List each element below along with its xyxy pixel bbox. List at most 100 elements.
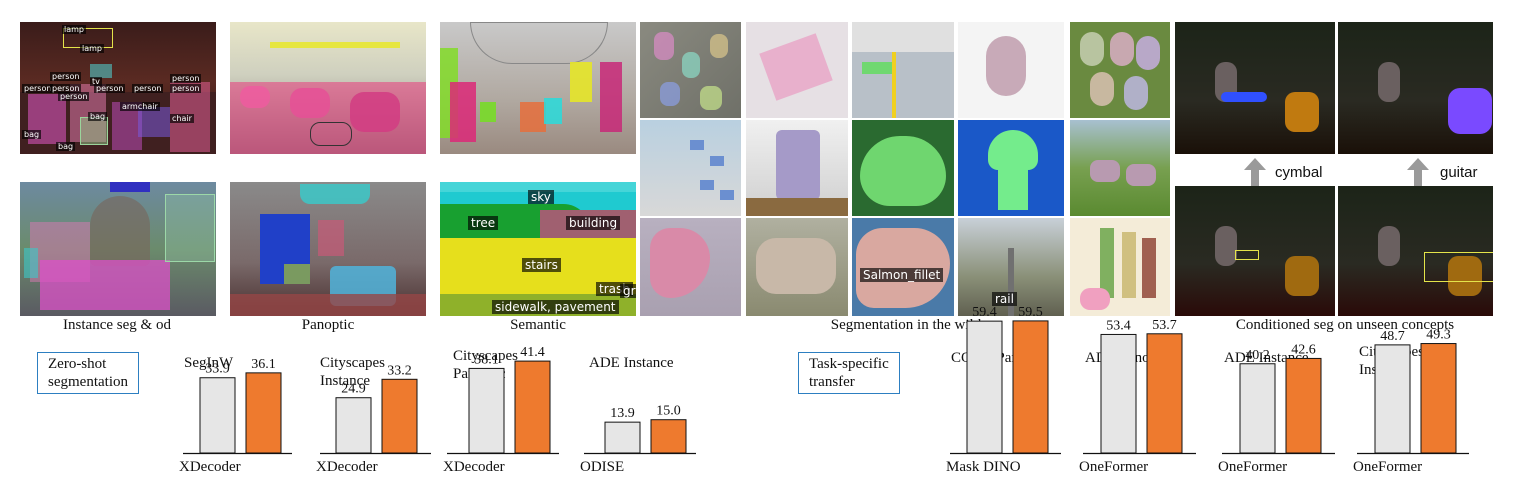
bar-value-label: 42.6	[1291, 342, 1316, 357]
tag-bag: bag	[22, 130, 42, 139]
tag-armchair: armchair	[120, 102, 160, 111]
bar-value-label: 53.4	[1106, 318, 1131, 333]
tag-rail: rail	[992, 292, 1017, 306]
wild-image-4	[746, 22, 848, 118]
bar-baseline-label: OneFormer	[1218, 459, 1287, 475]
bar-ours	[1012, 320, 1049, 454]
bar-baseline	[604, 421, 641, 454]
wild-image-11	[958, 120, 1064, 216]
bar-baseline-label: XDecoder	[316, 459, 378, 475]
wild-image-1	[640, 22, 741, 118]
tag-person: person	[170, 74, 202, 83]
bar-ours	[245, 372, 282, 454]
bar-baseline	[199, 377, 236, 454]
tag-person: person	[50, 72, 82, 81]
bar-baseline-label: XDecoder	[179, 459, 241, 475]
wild-image-9: Salmon_fillet	[852, 218, 954, 316]
bar-baseline-label: ODISE	[580, 459, 624, 475]
tag-sidewalk: sidewalk, pavement	[492, 300, 619, 314]
conditioned-image-top-left	[1175, 22, 1335, 154]
zero-shot-label: Zero-shot segmentation	[37, 352, 139, 394]
bar-value-label: 41.4	[520, 345, 545, 360]
bar-value-label: 24.9	[341, 382, 366, 397]
tag-bag: bag	[88, 112, 108, 121]
bar-value-label: 53.7	[1152, 318, 1177, 333]
bar-chart-title: Cityscapes	[320, 355, 385, 371]
bar-baseline	[468, 367, 505, 454]
bar-value-label: 48.7	[1380, 329, 1405, 344]
bar-value-label: 15.0	[656, 404, 681, 419]
bar-value-label: 40.2	[1245, 348, 1270, 363]
bar-ours	[514, 360, 551, 454]
instance-seg-image-top: lamp lamp person person person person pe…	[20, 22, 216, 154]
tag-lamp: lamp	[80, 44, 104, 53]
tag-person: person	[170, 84, 202, 93]
caption-semantic: Semantic	[510, 317, 566, 333]
bar-baseline	[1239, 363, 1276, 454]
bar-baseline-label: XDecoder	[443, 459, 505, 475]
up-arrow-icon	[1407, 158, 1429, 186]
tag-tv: tv	[90, 77, 102, 86]
tag-chair: chair	[170, 114, 194, 123]
tag-stairs: stairs	[522, 258, 561, 272]
bar-ours	[1420, 343, 1457, 454]
bar-value-label: 33.9	[205, 362, 230, 377]
caption-instance: Instance seg & od	[63, 317, 171, 333]
bar-baseline-label: OneFormer	[1353, 459, 1422, 475]
concept-label-guitar: guitar	[1440, 164, 1478, 181]
up-arrow-icon	[1244, 158, 1266, 186]
bar-chart-title: ADE Instance	[589, 355, 674, 371]
task-specific-label: Task-specific transfer	[798, 352, 900, 394]
wild-image-5	[746, 120, 848, 216]
wild-image-14	[1070, 120, 1170, 216]
bar-chart-title: SegInW	[184, 355, 234, 371]
wild-image-8	[852, 120, 954, 216]
bar-baseline	[966, 320, 1003, 454]
tag-person: person	[58, 92, 90, 101]
conditioned-image-bottom-right	[1338, 186, 1493, 316]
conditioned-image-top-right	[1338, 22, 1493, 154]
wild-image-6	[746, 218, 848, 316]
bar-chart-title: Cityscapes	[453, 348, 518, 364]
wild-image-2	[640, 120, 741, 216]
concept-label-cymbal: cymbal	[1275, 164, 1323, 181]
bar-ours	[1146, 333, 1183, 454]
semantic-image-bottom: sky tree building stairs trash gra sidew…	[440, 182, 636, 316]
instance-seg-image-bottom	[20, 182, 216, 316]
caption-wild: Segmentation in the wild	[830, 317, 982, 333]
tag-tree: tree	[468, 216, 499, 230]
panoptic-image-bottom	[230, 182, 426, 316]
bar-value-label: 59.5	[1018, 305, 1043, 320]
tag-person: person	[22, 84, 54, 93]
bar-ours	[1285, 357, 1322, 454]
bar-chart-title: Instance	[320, 373, 370, 389]
wild-image-10	[958, 22, 1064, 118]
bar-baseline-label: OneFormer	[1079, 459, 1148, 475]
bar-baseline	[335, 397, 372, 454]
bar-baseline	[1374, 344, 1411, 454]
bar-value-label: 13.9	[610, 406, 635, 421]
tag-gra: gra	[620, 284, 636, 298]
semantic-image-top	[440, 22, 636, 154]
bar-ours	[381, 378, 418, 454]
tag-person: person	[132, 84, 164, 93]
bar-value-label: 59.4	[972, 305, 997, 320]
bar-chart-4: ADE Instance 13.9 15.0 ODISE	[580, 355, 696, 475]
tag-person: person	[50, 84, 82, 93]
caption-conditioned: Conditioned seg on unseen concepts	[1235, 317, 1455, 333]
bar-ours	[650, 419, 687, 454]
tag-person: person	[94, 84, 126, 93]
panoptic-image-top	[230, 22, 426, 154]
wild-image-7	[852, 22, 954, 118]
wild-image-3	[640, 218, 741, 316]
bar-value-label: 36.1	[251, 357, 276, 372]
bar-value-label: 38.1	[474, 352, 499, 367]
bar-baseline	[1100, 333, 1137, 454]
